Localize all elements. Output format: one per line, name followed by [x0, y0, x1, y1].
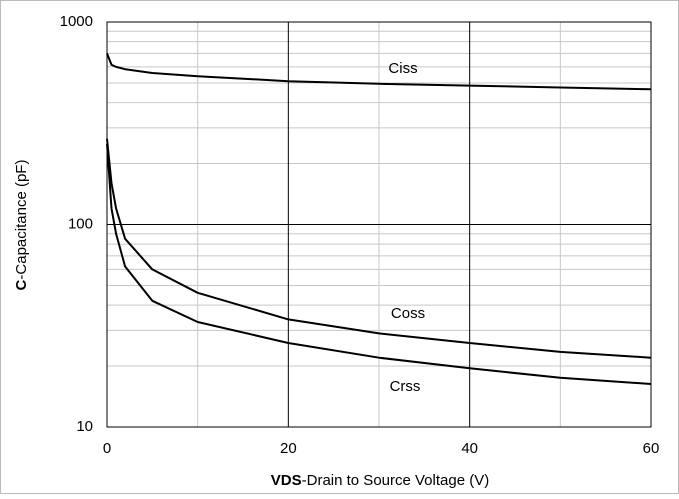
y-tick-label: 100 — [68, 215, 93, 232]
series-label: Ciss — [388, 60, 417, 77]
x-tick-label: 40 — [461, 440, 478, 457]
x-tick-label: 0 — [103, 440, 111, 457]
series-line — [106, 143, 652, 385]
x-axis-label: VDS-Drain to Source Voltage (V) — [271, 472, 489, 489]
x-axis-label-rest: -Drain to Source Voltage (V) — [302, 472, 490, 489]
series-label: Coss — [391, 305, 425, 322]
x-axis-label-bold: VDS — [271, 472, 302, 489]
plot-border — [106, 21, 652, 428]
y-axis-label-bold: C — [13, 279, 30, 290]
x-tick-label: 60 — [643, 440, 660, 457]
series-line — [106, 53, 652, 91]
y-axis-label: C-Capacitance (pF) — [13, 160, 30, 291]
y-tick-label: 10 — [76, 418, 93, 435]
x-tick-label: 20 — [280, 440, 297, 457]
series-line — [106, 138, 652, 359]
y-tick-label: 1000 — [60, 13, 93, 30]
series-label: Crss — [390, 378, 421, 395]
y-axis-label-rest: -Capacitance (pF) — [13, 160, 30, 280]
